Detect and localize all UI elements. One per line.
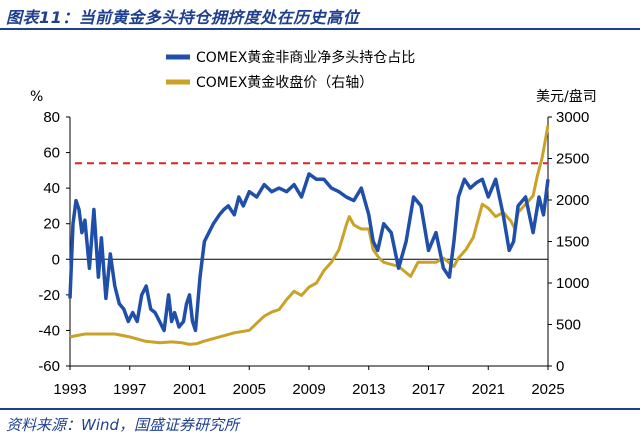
source-rule bbox=[0, 408, 640, 410]
axes bbox=[66, 116, 552, 370]
x-tick-label: 2013 bbox=[352, 381, 385, 398]
price-series bbox=[69, 125, 550, 346]
legend-label-positioning: COMEX黄金非商业净多头持仓占比 bbox=[196, 49, 415, 66]
left-tick-label: -60 bbox=[38, 358, 60, 375]
x-tick-label: 2025 bbox=[531, 381, 564, 398]
right-tick-label: 2000 bbox=[556, 192, 589, 209]
positioning-line bbox=[68, 172, 550, 333]
left-tick-label: 80 bbox=[43, 109, 60, 126]
right-axis-unit: 美元/盘司 bbox=[536, 88, 597, 105]
left-tick-label: -40 bbox=[38, 322, 60, 339]
right-tick-label: 2500 bbox=[556, 151, 589, 168]
positioning-series bbox=[68, 172, 550, 333]
right-tick-label: 3000 bbox=[556, 109, 589, 126]
left-tick-label: -20 bbox=[38, 287, 60, 304]
tick-labels: 80 60 40 20 0 -20 -40 -60 3000 2500 2000 1500 1000 50… bbox=[38, 109, 589, 398]
x-tick-label: 2017 bbox=[412, 381, 445, 398]
left-tick-label: 20 bbox=[43, 216, 60, 233]
x-tick-label: 1993 bbox=[53, 381, 86, 398]
price-line bbox=[69, 125, 550, 346]
x-tick-label: 1997 bbox=[113, 381, 146, 398]
left-axis-unit: % bbox=[30, 89, 43, 105]
x-tick-label: 2009 bbox=[292, 381, 325, 398]
right-tick-label: 0 bbox=[556, 358, 564, 375]
legend-label-price: COMEX黄金收盘价（右轴） bbox=[196, 74, 373, 91]
figure-source: 资料来源：Wind，国盛证券研究所 bbox=[6, 416, 240, 434]
left-tick-label: 40 bbox=[43, 180, 60, 197]
x-tick-label: 2005 bbox=[233, 381, 266, 398]
right-tick-label: 500 bbox=[556, 317, 581, 334]
title-rule bbox=[0, 28, 640, 30]
left-tick-label: 0 bbox=[52, 251, 60, 268]
right-tick-label: 1500 bbox=[556, 234, 589, 251]
x-tick-label: 2021 bbox=[472, 381, 505, 398]
x-tick-label: 2001 bbox=[173, 381, 206, 398]
figure-title: 图表11：当前黄金多头持仓拥挤度处在历史高位 bbox=[6, 8, 360, 27]
left-tick-label: 60 bbox=[43, 145, 60, 162]
right-tick-label: 1000 bbox=[556, 275, 589, 292]
